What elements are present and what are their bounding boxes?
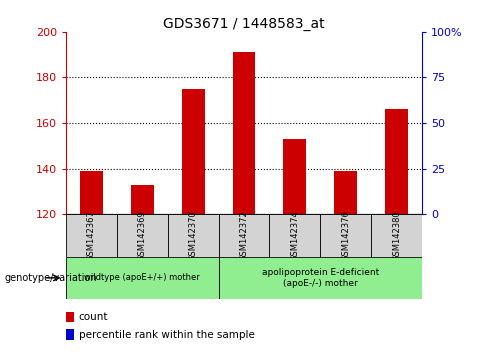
Title: GDS3671 / 1448583_at: GDS3671 / 1448583_at <box>163 17 325 31</box>
Text: wildtype (apoE+/+) mother: wildtype (apoE+/+) mother <box>84 273 200 282</box>
Text: GSM142370: GSM142370 <box>188 210 198 261</box>
FancyBboxPatch shape <box>371 214 422 257</box>
FancyBboxPatch shape <box>219 214 269 257</box>
Bar <box>334 171 357 214</box>
FancyBboxPatch shape <box>320 214 371 257</box>
Bar <box>233 52 255 214</box>
Bar <box>80 171 103 214</box>
FancyBboxPatch shape <box>219 257 422 299</box>
Bar <box>182 89 204 214</box>
Text: GSM142367: GSM142367 <box>87 210 96 261</box>
Text: GSM142376: GSM142376 <box>341 210 350 261</box>
Text: GSM142372: GSM142372 <box>240 210 248 261</box>
FancyBboxPatch shape <box>117 214 168 257</box>
FancyBboxPatch shape <box>66 257 219 299</box>
FancyBboxPatch shape <box>168 214 219 257</box>
FancyBboxPatch shape <box>66 214 117 257</box>
Text: GSM142380: GSM142380 <box>392 210 401 261</box>
Text: apolipoprotein E-deficient
(apoE-/-) mother: apolipoprotein E-deficient (apoE-/-) mot… <box>262 268 379 287</box>
Bar <box>131 184 154 214</box>
Text: genotype/variation: genotype/variation <box>5 273 98 283</box>
Text: GSM142369: GSM142369 <box>138 210 147 261</box>
Bar <box>66 312 75 322</box>
Text: GSM142374: GSM142374 <box>290 210 300 261</box>
Bar <box>385 109 408 214</box>
Text: percentile rank within the sample: percentile rank within the sample <box>79 330 255 339</box>
Bar <box>66 329 75 340</box>
Text: count: count <box>79 312 108 322</box>
Bar <box>284 139 306 214</box>
FancyBboxPatch shape <box>269 214 320 257</box>
